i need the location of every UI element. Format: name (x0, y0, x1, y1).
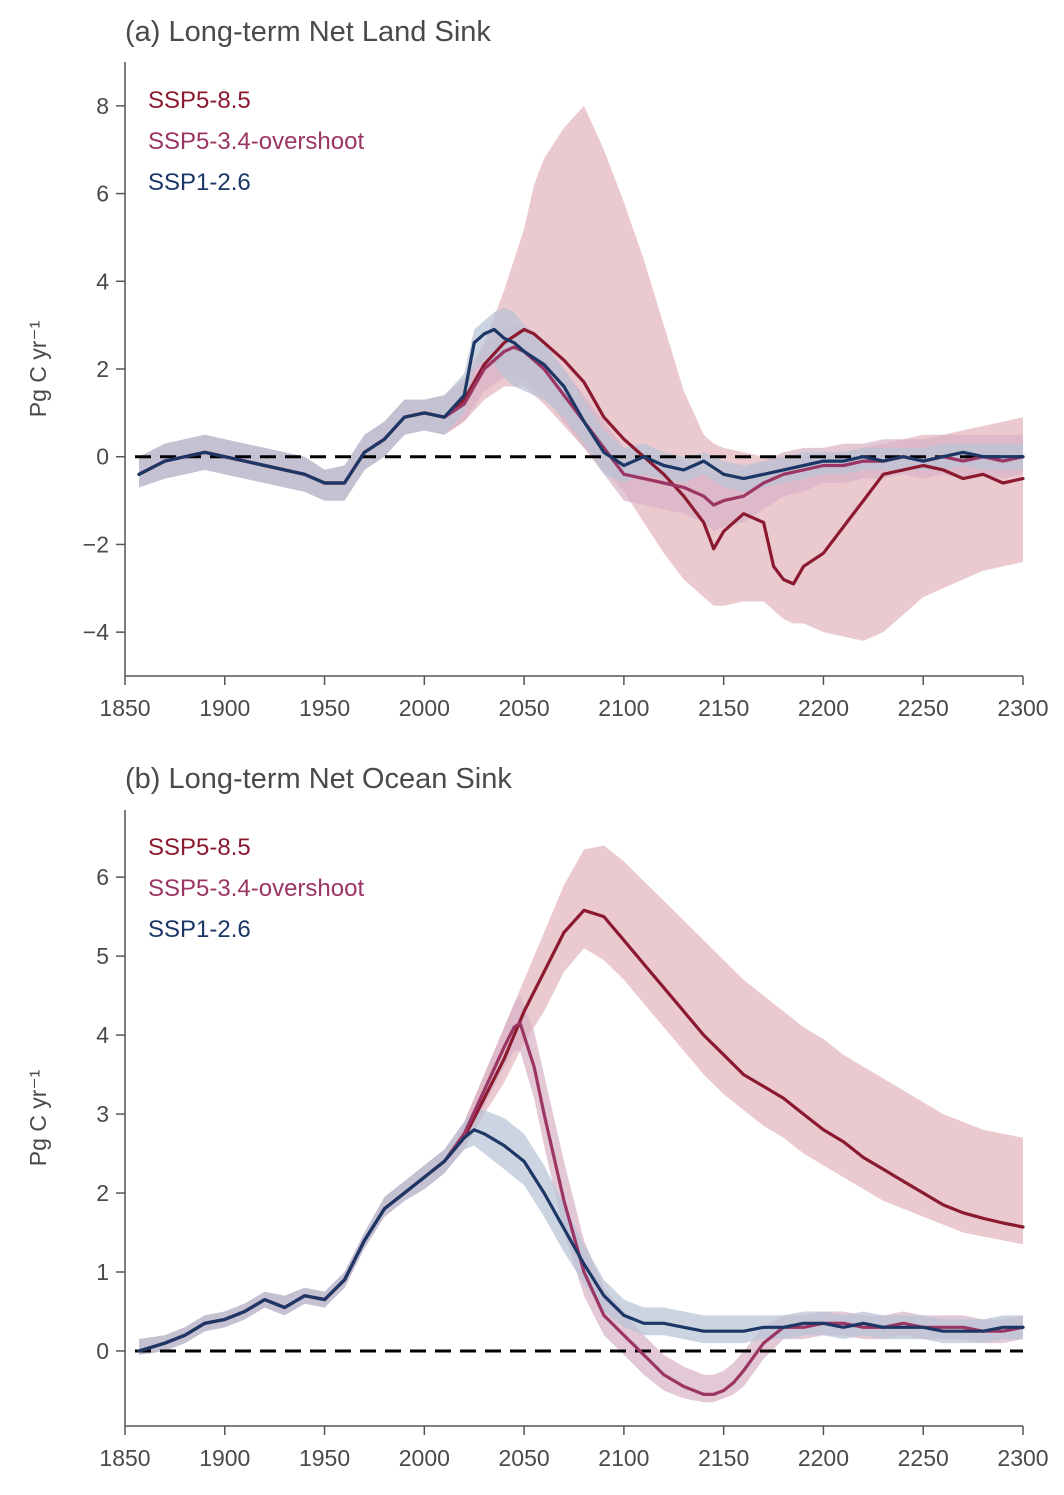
x-tick-label: 2000 (399, 1445, 450, 1471)
x-tick-label: 2300 (997, 695, 1048, 721)
x-tick-label: 1950 (299, 695, 350, 721)
x-tick-label: 1900 (199, 1445, 250, 1471)
legend-entry: SSP5-3.4-overshoot (148, 875, 364, 902)
legend-entry: SSP1-2.6 (148, 169, 251, 196)
y-tick-label: −4 (83, 619, 109, 645)
range-band-ssp1-2.6 (139, 307, 1023, 501)
chart-title: (a) Long-term Net Land Sink (125, 16, 491, 48)
legend-entry: SSP5-3.4-overshoot (148, 128, 364, 155)
y-tick-label: 2 (96, 356, 109, 382)
series-line-ssp1-2.6 (137, 327, 1025, 485)
x-tick-label: 2050 (499, 1445, 550, 1471)
ocean-sink-panel: (b) Long-term Net Ocean Sink Pg C yr⁻¹ 0 1 2… (25, 763, 1049, 1471)
x-tick-label: 1850 (99, 1445, 150, 1471)
y-tick-label: 0 (96, 1338, 109, 1364)
y-tick-label: 6 (96, 864, 109, 890)
legend-entry: SSP5-8.5 (148, 834, 251, 861)
x-tick-label: 2050 (499, 695, 550, 721)
y-tick-label: 4 (96, 1022, 109, 1048)
x-tick-label: 2150 (698, 695, 749, 721)
x-tick-label: 2150 (698, 1445, 749, 1471)
y-axis-label: Pg C yr⁻¹ (25, 320, 51, 417)
y-tick-label: 2 (96, 1180, 109, 1206)
y-tick-label: 4 (96, 268, 109, 294)
y-tick-label: 8 (96, 93, 109, 119)
x-tick-label: 2100 (598, 695, 649, 721)
x-tick-label: 2000 (399, 695, 450, 721)
y-tick-label: 0 (96, 444, 109, 470)
range-band-ssp5-8.5 (139, 105, 1023, 641)
y-axis-label: Pg C yr⁻¹ (25, 1069, 51, 1166)
x-tick-label: 2200 (798, 695, 849, 721)
x-tick-label: 2250 (898, 695, 949, 721)
land-sink-panel: (a) Long-term Net Land Sink Pg C yr⁻¹ −4 −2… (25, 16, 1049, 721)
chart-title: (b) Long-term Net Ocean Sink (125, 763, 512, 795)
y-tick-label: 3 (96, 1101, 109, 1127)
x-tick-label: 2250 (898, 1445, 949, 1471)
series-line-ssp1-2.6 (137, 1128, 1025, 1353)
x-tick-label: 2200 (798, 1445, 849, 1471)
x-tick-label: 2100 (598, 1445, 649, 1471)
y-tick-label: −2 (83, 531, 109, 557)
x-tick-label: 1950 (299, 1445, 350, 1471)
x-tick-label: 1900 (199, 695, 250, 721)
y-tick-label: 5 (96, 943, 109, 969)
range-band-ssp5-8.5 (139, 845, 1023, 1355)
y-tick-label: 6 (96, 181, 109, 207)
legend-entry: SSP5-8.5 (148, 87, 251, 114)
legend-entry: SSP1-2.6 (148, 916, 251, 943)
y-tick-label: 1 (96, 1259, 109, 1285)
x-tick-label: 1850 (99, 695, 150, 721)
x-tick-label: 2300 (997, 1445, 1048, 1471)
